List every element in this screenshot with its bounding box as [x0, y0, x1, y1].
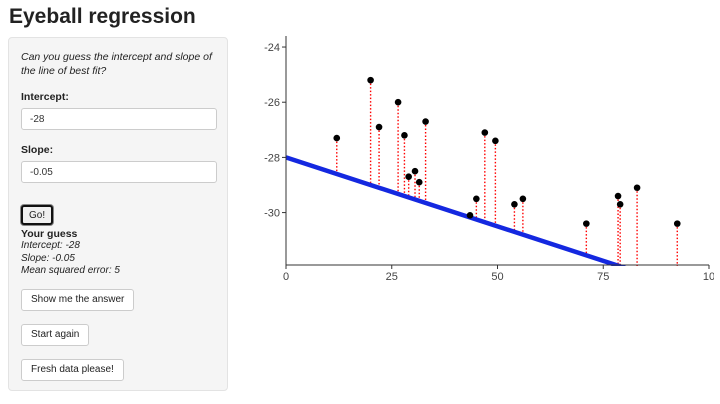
- data-point: [394, 98, 402, 106]
- data-point: [519, 195, 527, 203]
- data-point: [333, 134, 341, 142]
- intercept-label: Intercept:: [21, 91, 69, 103]
- y-tick-label: -30: [264, 208, 280, 220]
- x-tick-label: 10: [703, 271, 714, 283]
- x-tick-label: 75: [597, 271, 609, 283]
- fresh-data-button[interactable]: Fresh data please!: [21, 358, 124, 381]
- guess-mse: Mean squared error: 5: [21, 265, 120, 276]
- guess-heading: Your guess: [21, 228, 78, 240]
- start-again-button[interactable]: Start again: [21, 323, 90, 346]
- scatter-plot: 0 25 50 75 10 -24 -26 -28 -30: [264, 36, 714, 283]
- x-tick-label: 50: [491, 271, 503, 283]
- data-point: [616, 201, 624, 208]
- data-point: [466, 212, 474, 219]
- prompt-text: Can you guess the intercept and slope of…: [21, 51, 212, 77]
- guess-summary: Your guess Intercept: -28 Slope: -0.05 M…: [21, 228, 215, 278]
- x-tick-label: 0: [283, 271, 289, 283]
- data-point: [405, 173, 412, 181]
- slope-input[interactable]: [21, 161, 217, 183]
- y-tick-label: -28: [264, 152, 280, 164]
- guess-intercept: Intercept: -28: [21, 240, 80, 251]
- data-point: [614, 192, 622, 200]
- data-point: [473, 195, 480, 203]
- sidebar-panel: Can you guess the intercept and slope of…: [8, 37, 228, 391]
- go-button[interactable]: Go!: [21, 205, 54, 225]
- slope-label: Slope:: [21, 144, 54, 156]
- data-point: [401, 132, 408, 139]
- data-point: [422, 118, 429, 125]
- data-point: [511, 201, 518, 208]
- intercept-input[interactable]: [21, 108, 217, 130]
- guess-regression-line: [286, 155, 627, 266]
- data-point: [633, 184, 641, 192]
- data-point: [481, 129, 489, 136]
- show-answer-button[interactable]: Show me the answer: [21, 288, 135, 311]
- y-tick-label: -24: [264, 42, 280, 54]
- data-point: [375, 123, 383, 131]
- data-point: [583, 220, 590, 227]
- data-point: [415, 178, 423, 186]
- data-point: [492, 137, 499, 145]
- guess-slope: Slope: -0.05: [21, 252, 75, 264]
- y-tick-label: -26: [264, 97, 280, 109]
- data-point: [367, 76, 374, 84]
- data-point: [673, 220, 681, 227]
- app-title: Eyeball regression: [9, 5, 196, 28]
- data-point: [411, 167, 419, 175]
- x-tick-label: 25: [386, 271, 398, 283]
